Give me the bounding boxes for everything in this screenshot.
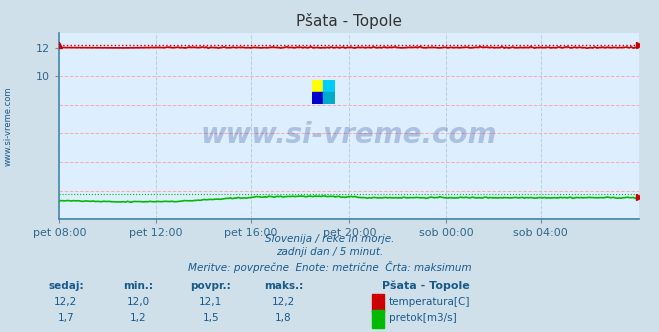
- Text: 1,7: 1,7: [57, 313, 74, 323]
- Text: min.:: min.:: [123, 281, 154, 290]
- Text: pretok[m3/s]: pretok[m3/s]: [389, 313, 457, 323]
- Bar: [312, 92, 323, 104]
- Text: 12,2: 12,2: [272, 297, 295, 307]
- Text: zadnji dan / 5 minut.: zadnji dan / 5 minut.: [276, 247, 383, 257]
- Text: 12,1: 12,1: [199, 297, 223, 307]
- Text: 1,2: 1,2: [130, 313, 147, 323]
- Text: www.si-vreme.com: www.si-vreme.com: [201, 122, 498, 149]
- Text: 12,0: 12,0: [127, 297, 150, 307]
- Text: 1,8: 1,8: [275, 313, 292, 323]
- Text: maks.:: maks.:: [264, 281, 303, 290]
- Bar: [323, 92, 335, 104]
- Text: povpr.:: povpr.:: [190, 281, 231, 290]
- Text: Slovenija / reke in morje.: Slovenija / reke in morje.: [265, 234, 394, 244]
- Text: Meritve: povprečne  Enote: metrične  Črta: maksimum: Meritve: povprečne Enote: metrične Črta:…: [188, 261, 471, 273]
- Text: sedaj:: sedaj:: [48, 281, 84, 290]
- Text: www.si-vreme.com: www.si-vreme.com: [3, 86, 13, 166]
- Title: Pšata - Topole: Pšata - Topole: [297, 13, 402, 29]
- Text: 12,2: 12,2: [54, 297, 78, 307]
- Bar: [312, 80, 323, 92]
- Text: 1,5: 1,5: [202, 313, 219, 323]
- Text: temperatura[C]: temperatura[C]: [389, 297, 471, 307]
- Text: Pšata - Topole: Pšata - Topole: [382, 281, 470, 291]
- Bar: [323, 80, 335, 92]
